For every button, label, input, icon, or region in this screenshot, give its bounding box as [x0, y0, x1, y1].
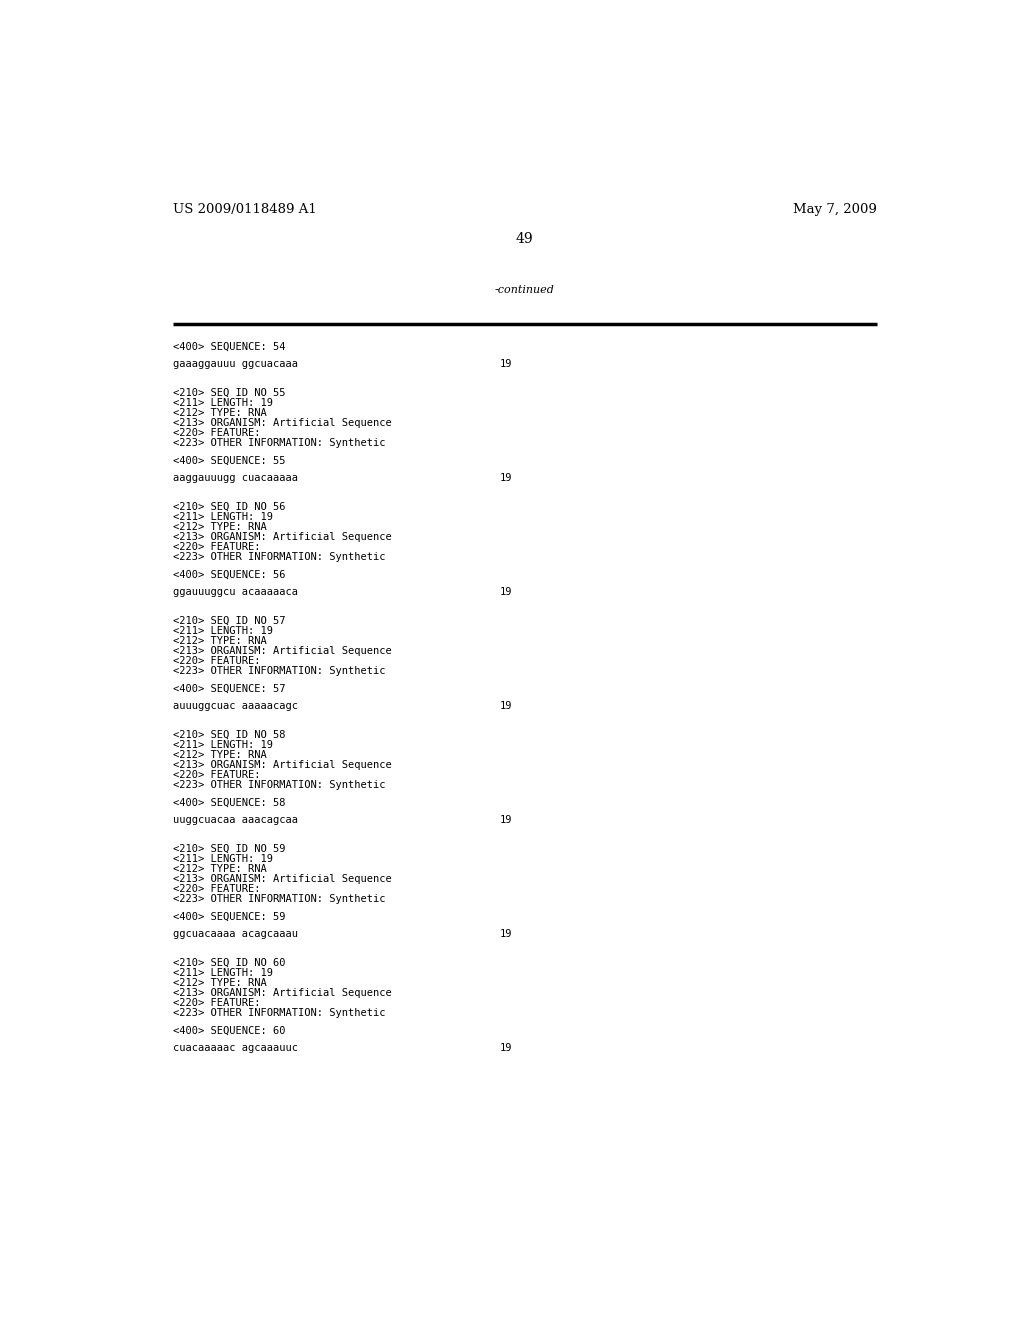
- Text: May 7, 2009: May 7, 2009: [793, 203, 877, 216]
- Text: <211> LENGTH: 19: <211> LENGTH: 19: [173, 968, 273, 978]
- Text: 49: 49: [516, 231, 534, 246]
- Text: <213> ORGANISM: Artificial Sequence: <213> ORGANISM: Artificial Sequence: [173, 760, 392, 770]
- Text: <210> SEQ ID NO 55: <210> SEQ ID NO 55: [173, 388, 286, 397]
- Text: <213> ORGANISM: Artificial Sequence: <213> ORGANISM: Artificial Sequence: [173, 532, 392, 541]
- Text: <223> OTHER INFORMATION: Synthetic: <223> OTHER INFORMATION: Synthetic: [173, 438, 385, 447]
- Text: <210> SEQ ID NO 58: <210> SEQ ID NO 58: [173, 730, 286, 739]
- Text: <212> TYPE: RNA: <212> TYPE: RNA: [173, 408, 266, 418]
- Text: <210> SEQ ID NO 59: <210> SEQ ID NO 59: [173, 843, 286, 854]
- Text: <220> FEATURE:: <220> FEATURE:: [173, 998, 260, 1007]
- Text: <212> TYPE: RNA: <212> TYPE: RNA: [173, 863, 266, 874]
- Text: -continued: -continued: [495, 285, 555, 296]
- Text: cuacaaaaac agcaaauuc: cuacaaaaac agcaaauuc: [173, 1043, 298, 1053]
- Text: <220> FEATURE:: <220> FEATURE:: [173, 770, 260, 780]
- Text: <210> SEQ ID NO 56: <210> SEQ ID NO 56: [173, 502, 286, 512]
- Text: <213> ORGANISM: Artificial Sequence: <213> ORGANISM: Artificial Sequence: [173, 645, 392, 656]
- Text: gaaaggauuu ggcuacaaa: gaaaggauuu ggcuacaaa: [173, 359, 298, 370]
- Text: <211> LENGTH: 19: <211> LENGTH: 19: [173, 626, 273, 636]
- Text: <223> OTHER INFORMATION: Synthetic: <223> OTHER INFORMATION: Synthetic: [173, 665, 385, 676]
- Text: auuuggcuac aaaaacagc: auuuggcuac aaaaacagc: [173, 701, 298, 711]
- Text: <212> TYPE: RNA: <212> TYPE: RNA: [173, 636, 266, 645]
- Text: 19: 19: [500, 1043, 512, 1053]
- Text: <400> SEQUENCE: 59: <400> SEQUENCE: 59: [173, 911, 286, 921]
- Text: <213> ORGANISM: Artificial Sequence: <213> ORGANISM: Artificial Sequence: [173, 987, 392, 998]
- Text: <223> OTHER INFORMATION: Synthetic: <223> OTHER INFORMATION: Synthetic: [173, 552, 385, 562]
- Text: <213> ORGANISM: Artificial Sequence: <213> ORGANISM: Artificial Sequence: [173, 874, 392, 883]
- Text: US 2009/0118489 A1: US 2009/0118489 A1: [173, 203, 316, 216]
- Text: <212> TYPE: RNA: <212> TYPE: RNA: [173, 521, 266, 532]
- Text: 19: 19: [500, 587, 512, 597]
- Text: <223> OTHER INFORMATION: Synthetic: <223> OTHER INFORMATION: Synthetic: [173, 1007, 385, 1018]
- Text: <220> FEATURE:: <220> FEATURE:: [173, 884, 260, 894]
- Text: uuggcuacaa aaacagcaa: uuggcuacaa aaacagcaa: [173, 816, 298, 825]
- Text: <220> FEATURE:: <220> FEATURE:: [173, 543, 260, 552]
- Text: <211> LENGTH: 19: <211> LENGTH: 19: [173, 512, 273, 521]
- Text: <211> LENGTH: 19: <211> LENGTH: 19: [173, 397, 273, 408]
- Text: <400> SEQUENCE: 58: <400> SEQUENCE: 58: [173, 797, 286, 808]
- Text: 19: 19: [500, 929, 512, 939]
- Text: <400> SEQUENCE: 55: <400> SEQUENCE: 55: [173, 455, 286, 466]
- Text: <211> LENGTH: 19: <211> LENGTH: 19: [173, 739, 273, 750]
- Text: 19: 19: [500, 359, 512, 370]
- Text: <220> FEATURE:: <220> FEATURE:: [173, 656, 260, 665]
- Text: ggcuacaaaa acagcaaau: ggcuacaaaa acagcaaau: [173, 929, 298, 939]
- Text: <212> TYPE: RNA: <212> TYPE: RNA: [173, 750, 266, 760]
- Text: <400> SEQUENCE: 54: <400> SEQUENCE: 54: [173, 342, 286, 351]
- Text: <400> SEQUENCE: 56: <400> SEQUENCE: 56: [173, 570, 286, 579]
- Text: <400> SEQUENCE: 57: <400> SEQUENCE: 57: [173, 684, 286, 693]
- Text: <210> SEQ ID NO 57: <210> SEQ ID NO 57: [173, 615, 286, 626]
- Text: aaggauuugg cuacaaaaa: aaggauuugg cuacaaaaa: [173, 474, 298, 483]
- Text: <400> SEQUENCE: 60: <400> SEQUENCE: 60: [173, 1026, 286, 1035]
- Text: 19: 19: [500, 474, 512, 483]
- Text: <223> OTHER INFORMATION: Synthetic: <223> OTHER INFORMATION: Synthetic: [173, 780, 385, 789]
- Text: ggauuuggcu acaaaaaca: ggauuuggcu acaaaaaca: [173, 587, 298, 597]
- Text: <210> SEQ ID NO 60: <210> SEQ ID NO 60: [173, 958, 286, 968]
- Text: 19: 19: [500, 701, 512, 711]
- Text: <213> ORGANISM: Artificial Sequence: <213> ORGANISM: Artificial Sequence: [173, 418, 392, 428]
- Text: <220> FEATURE:: <220> FEATURE:: [173, 428, 260, 438]
- Text: <223> OTHER INFORMATION: Synthetic: <223> OTHER INFORMATION: Synthetic: [173, 894, 385, 904]
- Text: 19: 19: [500, 816, 512, 825]
- Text: <212> TYPE: RNA: <212> TYPE: RNA: [173, 978, 266, 987]
- Text: <211> LENGTH: 19: <211> LENGTH: 19: [173, 854, 273, 863]
